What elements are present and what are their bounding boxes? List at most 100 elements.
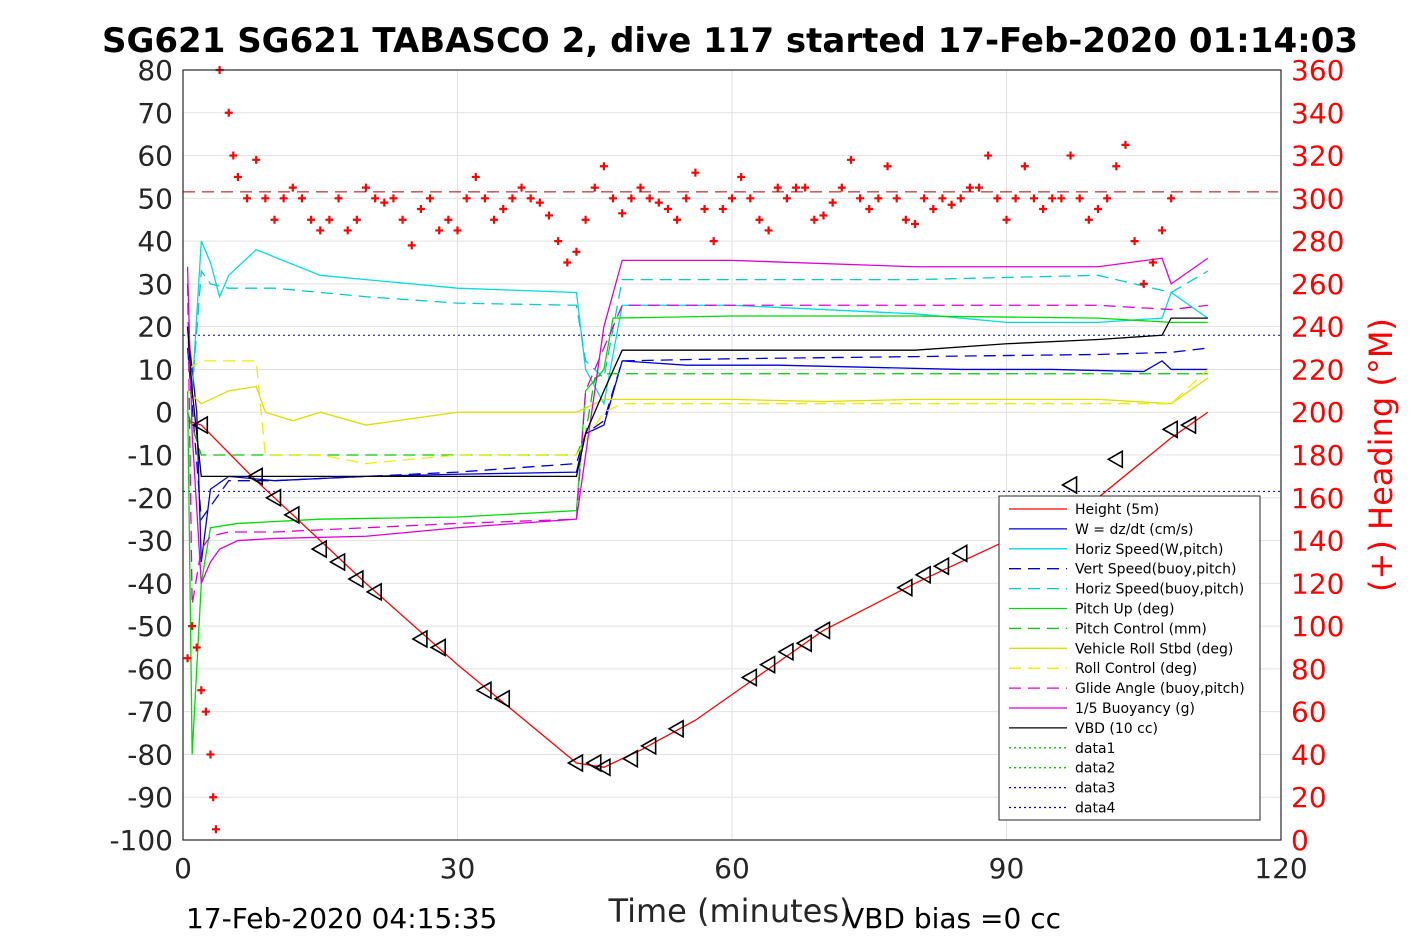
heading-point [563,258,572,267]
heading-point [435,226,444,235]
heading-point [1139,279,1148,288]
heading-point [407,241,416,250]
y2-tick-label-2: 320 [1291,140,1344,173]
heading-point [1039,205,1048,214]
legend-label-15: data4 [1075,801,1116,817]
heading-point [627,194,636,203]
heading-point [892,194,901,203]
heading-point [609,194,618,203]
heading-point [728,194,736,203]
heading-point [764,226,773,235]
heading-points [184,66,1176,834]
heading-point [545,211,553,220]
heading-point [718,205,727,214]
heading-point [1002,215,1011,224]
plot-frame [182,69,1282,841]
heading-point [901,215,910,224]
heading-point [229,151,238,160]
reference-lines [183,191,1281,492]
y-tick-label-4: 40 [137,225,173,258]
y-tick-label-17: -90 [127,781,173,814]
y-tick-label-1: 70 [137,97,173,130]
x-axis-label: Time (minutes) [608,892,852,930]
legend-label-9: Glide Angle (buoy,pitch) [1075,681,1245,697]
y-tick-label-13: -50 [127,610,173,643]
heading-point [975,183,984,192]
heading-point [444,215,453,224]
heading-point [636,183,645,192]
heading-point [1066,151,1075,160]
depth-marker [740,668,758,687]
heading-point [984,151,993,160]
depth-marker [951,544,968,563]
heading-point [810,215,819,224]
heading-point [837,183,846,192]
heading-point [371,194,380,203]
heading-point [535,198,544,207]
series-line-1 [186,326,1208,563]
heading-point [1020,162,1029,171]
heading-point [380,198,389,207]
y2-tick-label-11: 140 [1291,525,1344,558]
y-tick-label-8: 0 [155,396,173,429]
heading-point [746,194,755,203]
x-tick-label-0: 0 [174,852,192,885]
depth-marker [493,689,511,709]
depth-marker [191,415,209,435]
heading-point [956,194,965,203]
heading-point [325,215,334,224]
heading-point [307,215,316,224]
y-tick-label-7: 10 [137,353,173,386]
heading-point [801,183,810,192]
depth-marker [621,749,639,769]
heading-point [1148,258,1157,267]
y2-tick-labels: 3603403203002802602402202001801601401201… [1291,54,1344,857]
heading-point [279,194,288,203]
depth-marker [310,539,328,559]
depth-marker [475,680,492,700]
heading-point [201,707,210,716]
heading-point [1103,194,1112,203]
depth-marker [246,467,263,486]
y2-tick-label-3: 300 [1291,182,1344,215]
heading-point [572,247,581,256]
heading-point [782,194,791,203]
heading-point [1011,194,1020,203]
heading-point [755,215,764,224]
heading-point [499,205,508,214]
depth-marker [1060,475,1078,495]
series-line-9 [186,283,1208,605]
y2-tick-label-15: 60 [1291,696,1327,729]
heading-point [490,215,499,224]
legend-label-1: W = dz/dt (cm/s) [1075,522,1194,538]
heading-point [737,172,746,181]
y2-tick-label-8: 200 [1291,396,1344,429]
depth-marker [264,488,282,508]
heading-point [947,200,956,209]
heading-point [929,205,938,214]
legend-label-14: data3 [1075,781,1115,797]
y2-tick-label-18: 0 [1291,824,1309,857]
heading-point [920,194,929,203]
heading-point [1084,215,1093,224]
heading-point [1057,194,1066,203]
heading-point [993,194,1002,203]
depth-marker [914,565,931,585]
y2-tick-label-16: 40 [1291,738,1327,771]
heading-point [197,686,206,695]
legend: Height (5m) W = dz/dt (cm/s) Horiz Speed(W… [998,495,1261,821]
y2-tick-label-14: 80 [1291,653,1327,686]
heading-point [270,215,279,224]
legend-label-13: data2 [1075,761,1115,777]
depth-marker [777,642,794,662]
series-line-2 [191,240,1209,406]
depth-marker [1106,449,1124,469]
heading-point [1094,205,1102,214]
y-tick-labels: 80 70 60 50 40 30 20 10 0 -10 -20 -30 -40 -50 -60 -70 -8… [109,54,173,857]
y-tick-label-11: -30 [127,525,173,558]
series-line-6 [186,373,1208,456]
heading-point [1167,194,1176,203]
depth-marker [813,621,831,640]
y-tick-label-14: -60 [127,653,173,686]
